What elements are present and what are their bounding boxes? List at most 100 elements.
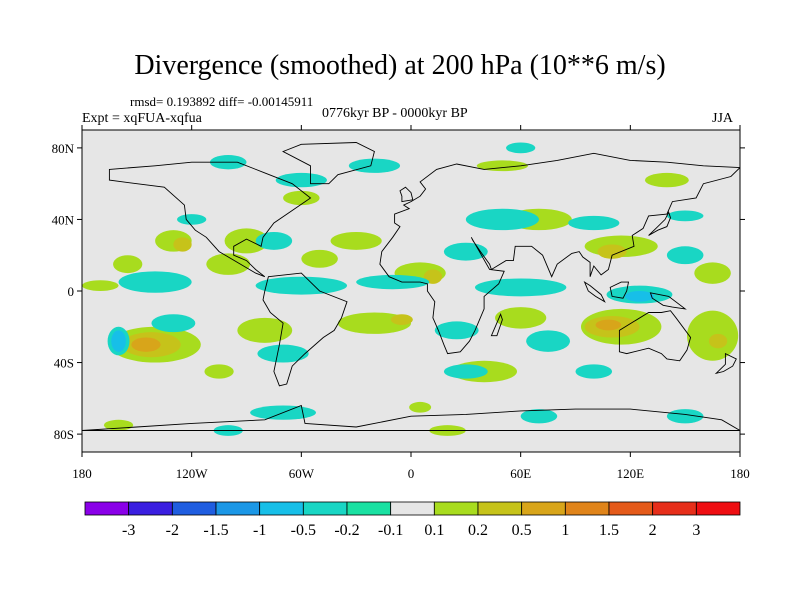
season-label: JJA — [712, 111, 734, 126]
divergence-blob — [465, 208, 539, 231]
colorbar-swatch — [390, 501, 435, 516]
experiment-label: Expt = xqFUA-xqfua — [82, 111, 202, 126]
colorbar-label: -0.5 — [291, 522, 316, 539]
colorbar-swatch — [695, 501, 741, 516]
divergence-blob — [409, 401, 432, 413]
south-america-coastline — [262, 272, 348, 387]
divergence-blob — [151, 314, 196, 333]
colorbar-label: -1 — [253, 522, 266, 539]
period-label: 0776kyr BP - 0000kyr BP — [322, 106, 468, 121]
colorbar-label: 2 — [649, 522, 657, 539]
divergence-blob — [495, 307, 547, 329]
divergence-blob — [624, 291, 655, 302]
divergence-blob — [356, 274, 430, 290]
divergence-field — [82, 142, 739, 436]
colorbar-swatch — [171, 501, 217, 516]
madagascar-coastline — [490, 313, 503, 337]
y-tick-label: 40N — [52, 212, 75, 227]
africa-eurasia-coastline — [379, 152, 740, 355]
coastlines — [82, 142, 740, 431]
colorbar-swatch — [128, 501, 173, 516]
britain-coastline — [399, 186, 414, 203]
divergence-blob — [597, 244, 627, 259]
colorbar-label: -0.2 — [334, 522, 359, 539]
x-tick-label: 180 — [72, 466, 92, 481]
colorbar-label: -1.5 — [203, 522, 228, 539]
japan-coastline — [648, 211, 671, 236]
divergence-blob — [644, 172, 689, 188]
divergence-blob — [506, 142, 536, 154]
colorbar-label: -3 — [122, 522, 135, 539]
divergence-blob — [423, 269, 443, 284]
divergence-blob — [526, 330, 571, 352]
divergence-blob — [111, 330, 126, 352]
colorbar-swatch — [608, 501, 654, 516]
divergence-blob — [474, 278, 567, 297]
divergence-blob — [575, 364, 613, 379]
divergence-blob — [390, 314, 413, 325]
divergence-blob — [255, 231, 293, 250]
divergence-blob — [113, 255, 143, 274]
colorbar-label: -0.1 — [378, 522, 403, 539]
x-tick-label: 60W — [289, 466, 315, 481]
y-tick-label: 0 — [68, 284, 75, 299]
colorbar-swatch — [346, 501, 392, 516]
divergence-blob — [82, 280, 119, 291]
divergence-blob — [204, 364, 234, 379]
divergence-blob — [568, 215, 620, 231]
y-tick-label: 40S — [54, 356, 74, 371]
australia-coastline — [618, 310, 692, 362]
divergence-blob — [666, 409, 704, 424]
colorbar-swatch — [84, 501, 130, 516]
divergence-blob — [257, 344, 309, 363]
divergence-blob — [434, 321, 479, 340]
divergence-blob — [206, 253, 251, 275]
divergence-blob — [118, 271, 192, 293]
divergence-blob — [330, 231, 382, 250]
x-tick-label: 0 — [408, 466, 415, 481]
divergence-blob — [255, 276, 348, 295]
y-tick-label: 80N — [52, 141, 75, 156]
new-guinea-coastline — [649, 292, 687, 310]
colorbar-swatch — [302, 501, 348, 516]
x-tick-label: 120E — [617, 466, 645, 481]
divergence-blob — [443, 242, 488, 261]
x-tick-label: 180 — [730, 466, 750, 481]
map-title: Divergence (smoothed) at 200 hPa (10**6 … — [134, 50, 666, 81]
colorbar: -3 -2 -1.5 -1 -0.5 -0.2 -0.1 0.1 0.2 0.5 1 1.5 2 3 — [84, 501, 741, 539]
colorbar-label: 0.5 — [512, 522, 532, 539]
sumatra-coastline — [583, 280, 606, 303]
divergence-blob — [283, 190, 320, 206]
divergence-blob — [237, 317, 293, 343]
north-america-coastline — [108, 161, 312, 278]
colorbar-swatch — [259, 501, 304, 516]
divergence-blob — [177, 214, 207, 225]
divergence-blob — [173, 237, 192, 252]
divergence-blob — [666, 246, 704, 265]
x-tick-label: 60E — [510, 466, 531, 481]
divergence-blob — [224, 228, 269, 254]
x-tick-label: 120W — [176, 466, 209, 481]
y-tick-label: 80S — [54, 427, 74, 442]
divergence-blob — [708, 333, 728, 349]
colorbar-swatch — [477, 501, 523, 516]
divergence-blob — [131, 337, 161, 352]
colorbar-label: 1.5 — [599, 522, 619, 539]
divergence-blob — [666, 210, 704, 222]
colorbar-swatch — [215, 501, 261, 516]
greenland-coastline — [282, 142, 375, 185]
x-axis: 180 120W 60W 0 60E 120E 180 — [72, 125, 750, 481]
divergence-blob — [443, 364, 488, 379]
divergence-blob — [595, 319, 622, 331]
colorbar-label: 3 — [692, 522, 700, 539]
colorbar-swatch — [652, 501, 697, 516]
divergence-blob — [348, 158, 401, 173]
y-axis: 80N 40N 0 40S 80S — [52, 141, 745, 442]
divergence-blob — [520, 409, 558, 424]
colorbar-label: -2 — [166, 522, 179, 539]
colorbar-label: 1 — [561, 522, 569, 539]
colorbar-label: 0.1 — [424, 522, 444, 539]
divergence-blob — [301, 249, 338, 268]
colorbar-label: 0.2 — [468, 522, 488, 539]
